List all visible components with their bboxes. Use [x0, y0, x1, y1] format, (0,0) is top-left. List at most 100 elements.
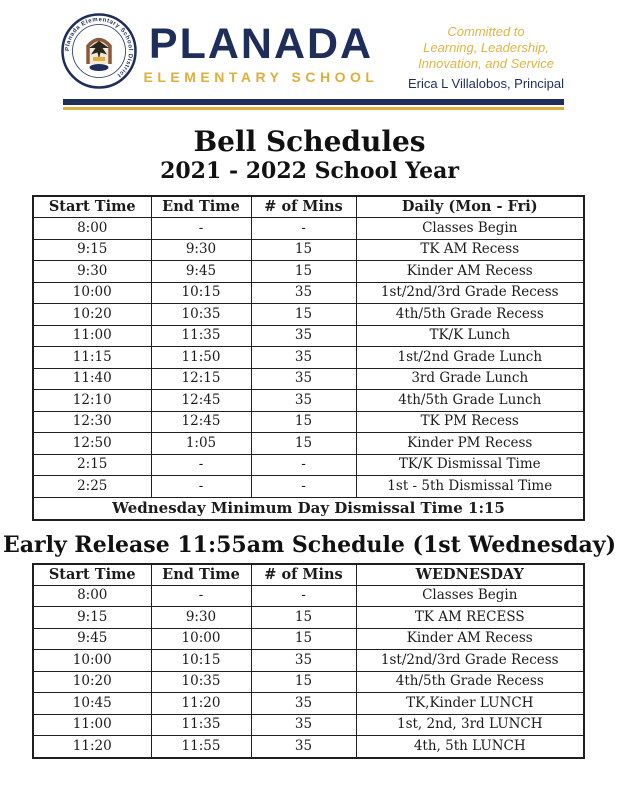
table-row: 8:00- - Classes Begin: [32, 584, 585, 607]
table-footer-row: Wednesday Minimum Day Dismissal Time 1:1…: [32, 496, 585, 520]
table-cell: 11:20: [150, 692, 252, 715]
table-cell: 10:35: [150, 303, 252, 326]
table-cell: Classes Begin: [355, 584, 585, 607]
table-cell: 11:35: [150, 713, 252, 736]
table-cell: 2:25: [32, 475, 152, 498]
table-cell: 35: [250, 346, 357, 369]
gold-band-shape: [93, 57, 105, 61]
eagle-icon: [89, 41, 109, 59]
table-cell: 12:10: [32, 389, 152, 412]
school-logo: Planada Elementary School District: [60, 12, 138, 90]
table-row: 2:15- - TK/K Dismissal Time: [32, 453, 585, 476]
minimum-day-note: Wednesday Minimum Day Dismissal Time 1:1…: [32, 496, 585, 520]
table-header-row: Start Time End Time # of Mins Daily (Mon…: [32, 195, 585, 218]
motto-line: Learning, Leadership,: [423, 40, 549, 55]
table-cell: 15: [250, 410, 357, 433]
school-brand: PLANADA ELEMENTARY SCHOOL: [132, 22, 390, 85]
table-cell: 9:15: [32, 238, 152, 261]
table-cell: 10:20: [32, 670, 152, 693]
table-row: 10:20 10:35 15 4th/5th Grade Recess: [32, 670, 585, 693]
motto-line: Innovation, and Service: [418, 56, 554, 71]
divider-gold-bar: [63, 107, 564, 110]
table-cell: TK/K Dismissal Time: [355, 453, 585, 476]
table-cell: 11:40: [32, 367, 152, 390]
table-cell: 11:00: [32, 713, 152, 736]
table-row: 12:50 1:05 15 Kinder PM Recess: [32, 432, 585, 455]
district-seal-icon: Planada Elementary School District: [61, 13, 137, 89]
table-row: 2:25- -1st - 5th Dismissal Time: [32, 475, 585, 498]
table-cell: 15: [250, 670, 357, 693]
table-cell: 11:55: [150, 735, 252, 758]
table-cell: 10:45: [32, 692, 152, 715]
table-cell: 12:30: [32, 410, 152, 433]
table-cell: -: [250, 584, 357, 607]
table-cell: 9:15: [32, 606, 152, 629]
header-divider: [63, 99, 564, 110]
table-cell: 1st, 2nd, 3rd LUNCH: [355, 713, 585, 736]
table-cell: -: [250, 475, 357, 498]
table-row: 10:45 11:20 35 TK,Kinder LUNCH: [32, 692, 585, 715]
table-cell: TK AM RECESS: [355, 606, 585, 629]
table-cell: -: [150, 217, 252, 240]
table-cell: Classes Begin: [355, 217, 585, 240]
table-row: 8:00- - Classes Begin: [32, 217, 585, 240]
daily-schedule-table: Start Time End Time # of Mins Daily (Mon…: [32, 195, 585, 521]
column-header-start-time: Start Time: [32, 195, 152, 218]
table-cell: 15: [250, 432, 357, 455]
school-motto: Committed to Learning, Leadership, Innov…: [398, 24, 574, 72]
table-row: 11:00 11:35 35 TK/K Lunch: [32, 324, 585, 347]
table-cell: 4th/5th Grade Recess: [355, 670, 585, 693]
table-cell: 11:15: [32, 346, 152, 369]
table-cell: 15: [250, 303, 357, 326]
table-cell: 35: [250, 649, 357, 672]
school-subtitle: ELEMENTARY SCHOOL: [143, 69, 379, 85]
daily-schedule-body: 8:00- - Classes Begin 9:15 9:30 15 TK AM Reces…: [32, 217, 585, 498]
table-cell: 15: [250, 627, 357, 650]
school-header: Planada Elementary School District PLANA…: [0, 0, 619, 112]
table-cell: 11:50: [150, 346, 252, 369]
table-cell: 15: [250, 606, 357, 629]
column-header-end-time: End Time: [150, 195, 252, 218]
table-cell: 1st/2nd Grade Lunch: [355, 346, 585, 369]
page-title: Bell Schedules: [193, 125, 426, 158]
table-cell: TK PM Recess: [355, 410, 585, 433]
table-cell: 9:45: [150, 260, 252, 283]
table-cell: -: [250, 217, 357, 240]
table-cell: 10:15: [150, 649, 252, 672]
table-cell: 10:00: [32, 281, 152, 304]
column-header-mins: # of Mins: [250, 563, 357, 586]
table-cell: 9:30: [150, 238, 252, 261]
table-cell: 1st/2nd/3rd Grade Recess: [355, 281, 585, 304]
table-row: 9:15 9:30 15 TK AM RECESS: [32, 606, 585, 629]
column-header-end-time: End Time: [150, 563, 252, 586]
table-cell: -: [150, 453, 252, 476]
table-row: 9:15 9:30 15 TK AM Recess: [32, 238, 585, 261]
table-header-row: Start Time End Time # of Mins WEDNESDAY: [32, 563, 585, 586]
table-row: 10:00 10:15 35 1st/2nd/3rd Grade Recess: [32, 649, 585, 672]
table-cell: 4th/5th Grade Recess: [355, 303, 585, 326]
table-cell: TK AM Recess: [355, 238, 585, 261]
table-cell: 10:00: [32, 649, 152, 672]
table-cell: 35: [250, 367, 357, 390]
table-row: 12:30 12:45 15 TK PM Recess: [32, 410, 585, 433]
early-release-table: Start Time End Time # of Mins WEDNESDAY …: [32, 562, 585, 759]
table-cell: 10:20: [32, 303, 152, 326]
header-right: Committed to Learning, Leadership, Innov…: [398, 24, 574, 91]
table-cell: -: [150, 475, 252, 498]
table-cell: 2:15: [32, 453, 152, 476]
column-header-wednesday: WEDNESDAY: [355, 563, 585, 586]
table-cell: 8:00: [32, 217, 152, 240]
principal-name: Erica L Villalobos, Principal: [407, 76, 565, 91]
motto-line: Committed to: [447, 24, 525, 39]
table-cell: TK,Kinder LUNCH: [355, 692, 585, 715]
table-cell: 10:35: [150, 670, 252, 693]
table-cell: 35: [250, 324, 357, 347]
table-row: 10:20 10:35 15 4th/5th Grade Recess: [32, 303, 585, 326]
table-row: 9:45 10:00 15 Kinder AM Recess: [32, 627, 585, 650]
table-row: 10:00 10:15 35 1st/2nd/3rd Grade Recess: [32, 281, 585, 304]
table-cell: 1st - 5th Dismissal Time: [355, 475, 585, 498]
table-cell: 12:15: [150, 367, 252, 390]
table-cell: 1:05: [150, 432, 252, 455]
table-cell: 4th, 5th LUNCH: [355, 735, 585, 758]
table-cell: 11:20: [32, 735, 152, 758]
